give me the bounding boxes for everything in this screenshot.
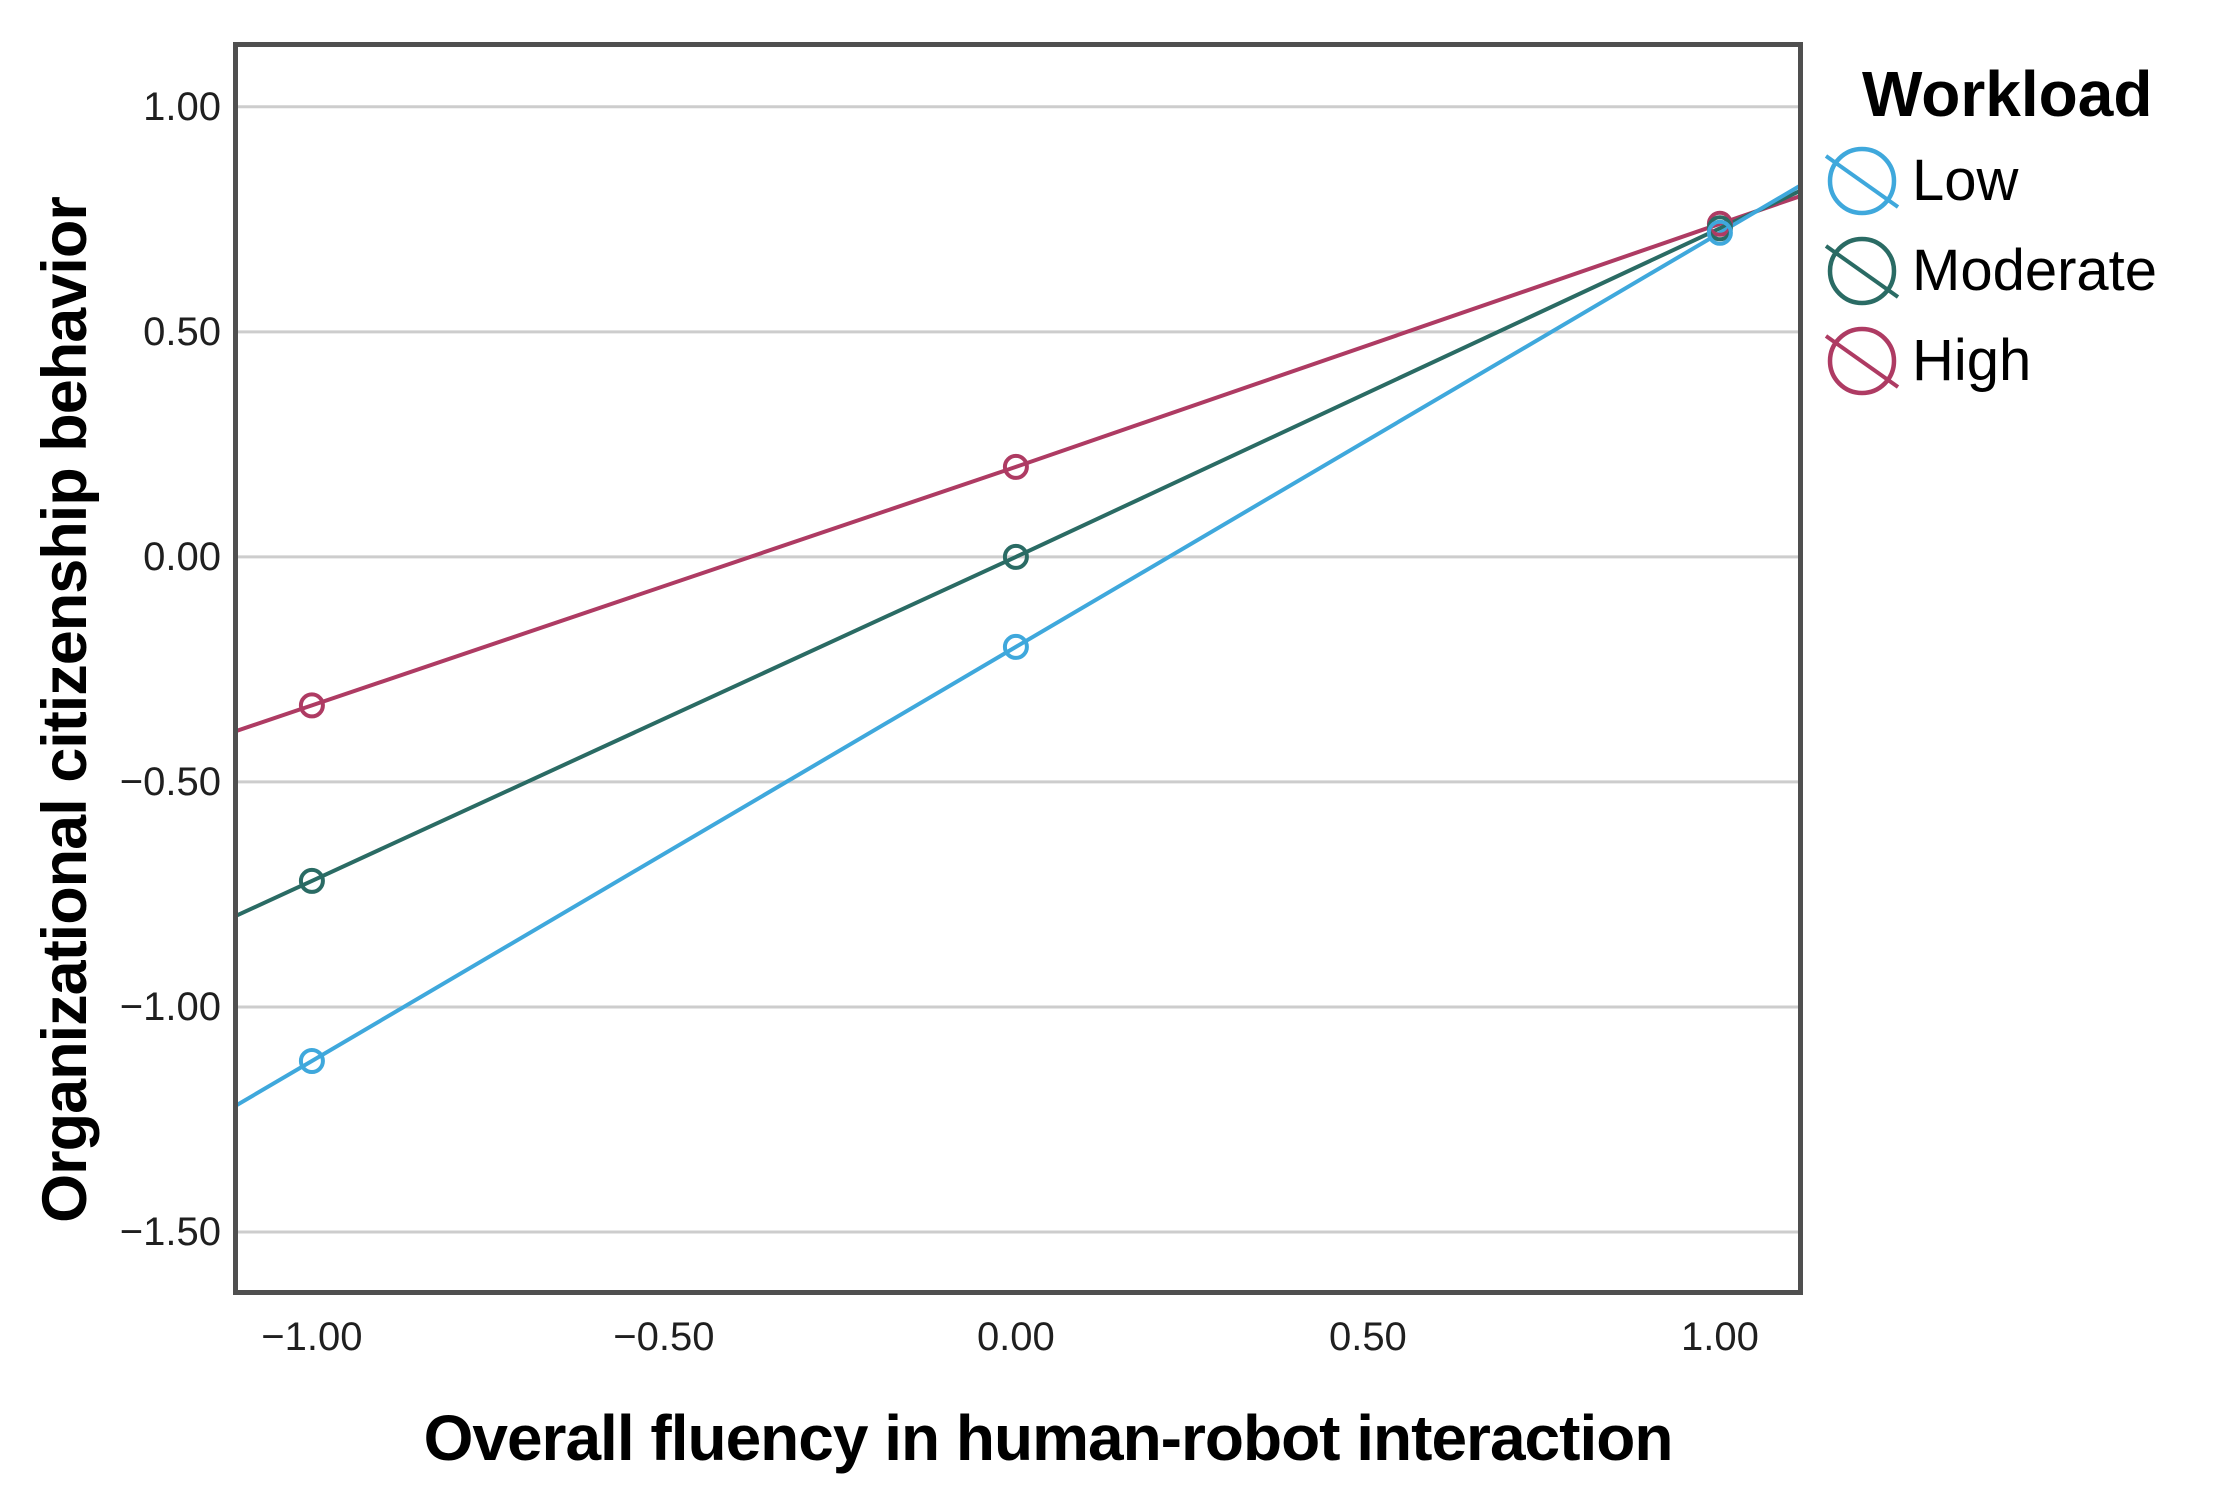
series-marker-high [298,692,325,719]
x-tick-label: −0.50 [613,1315,715,1359]
plot-frame [233,42,1803,1295]
legend-items: Low Moderate High [1822,136,2240,406]
y-tick-label: 0.50 [143,309,221,354]
legend: Workload Low Moderate High [1822,42,2240,406]
series-marker-moderate [1002,543,1029,570]
plot-svg [233,42,1803,1295]
y-tick-label: 1.00 [143,84,221,129]
series-line-moderate [233,187,1803,920]
legend-label: Moderate [1912,238,2158,303]
legend-item-moderate: Moderate [1822,226,2240,316]
legend-label: High [1912,328,2032,393]
legend-item-high: High [1822,316,2240,406]
y-tick-label: −1.50 [119,1209,221,1254]
y-tick-label: 0.00 [143,534,221,579]
legend-line-marker-icon [1824,326,1900,396]
series-marker-moderate [298,867,325,894]
series-marker-low [1002,633,1029,660]
x-axis-title: Overall fluency in human-robot interacti… [423,1402,1674,1474]
x-tick-label: 0.00 [976,1315,1055,1359]
y-tick-label: −0.50 [119,759,221,804]
x-tick-label: 0.50 [1328,1315,1407,1359]
legend-line-marker-icon [1824,236,1900,306]
series-marker-high [1002,453,1029,480]
legend-title: Workload [1862,58,2153,130]
series-line-low [233,182,1803,1110]
x-tick-label: −1.00 [261,1315,363,1359]
y-tick-label: −1.00 [119,984,221,1029]
legend-item-low: Low [1822,136,2240,226]
series-marker-low [1706,219,1733,246]
x-tick-label: 1.00 [1680,1315,1759,1359]
series-marker-low [298,1048,325,1074]
y-axis-title: Organizational citizenship behavior [30,197,100,1223]
plot-area [233,42,1803,1295]
legend-label: Low [1912,148,2019,213]
legend-line-marker-icon [1824,146,1900,216]
series-line-high [233,193,1803,734]
